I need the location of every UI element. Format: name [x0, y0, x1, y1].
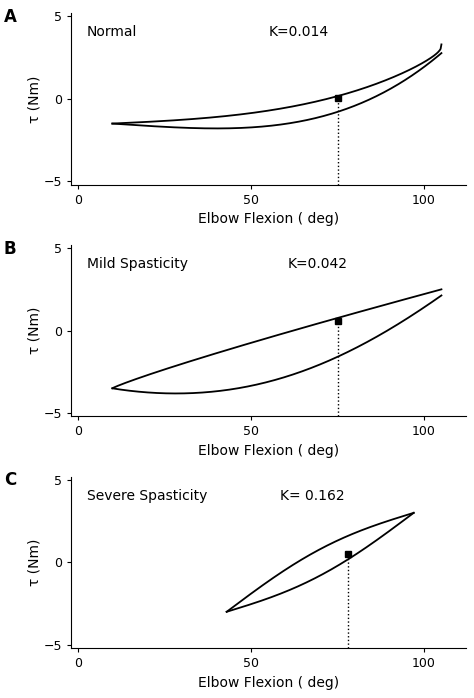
- X-axis label: Elbow Flexion ( deg): Elbow Flexion ( deg): [198, 212, 339, 226]
- Text: Mild Spasticity: Mild Spasticity: [87, 257, 188, 271]
- Text: B: B: [4, 239, 16, 258]
- Text: A: A: [4, 8, 17, 26]
- Y-axis label: τ (Nm): τ (Nm): [28, 307, 42, 355]
- Text: C: C: [4, 471, 16, 489]
- Text: Normal: Normal: [87, 25, 137, 39]
- X-axis label: Elbow Flexion ( deg): Elbow Flexion ( deg): [198, 444, 339, 458]
- Text: K=0.042: K=0.042: [288, 257, 348, 271]
- Y-axis label: τ (Nm): τ (Nm): [28, 75, 42, 123]
- Text: Severe Spasticity: Severe Spasticity: [87, 489, 207, 503]
- Text: K=0.014: K=0.014: [268, 25, 328, 39]
- X-axis label: Elbow Flexion ( deg): Elbow Flexion ( deg): [198, 676, 339, 690]
- Text: K= 0.162: K= 0.162: [280, 489, 345, 503]
- Y-axis label: τ (Nm): τ (Nm): [28, 539, 42, 586]
